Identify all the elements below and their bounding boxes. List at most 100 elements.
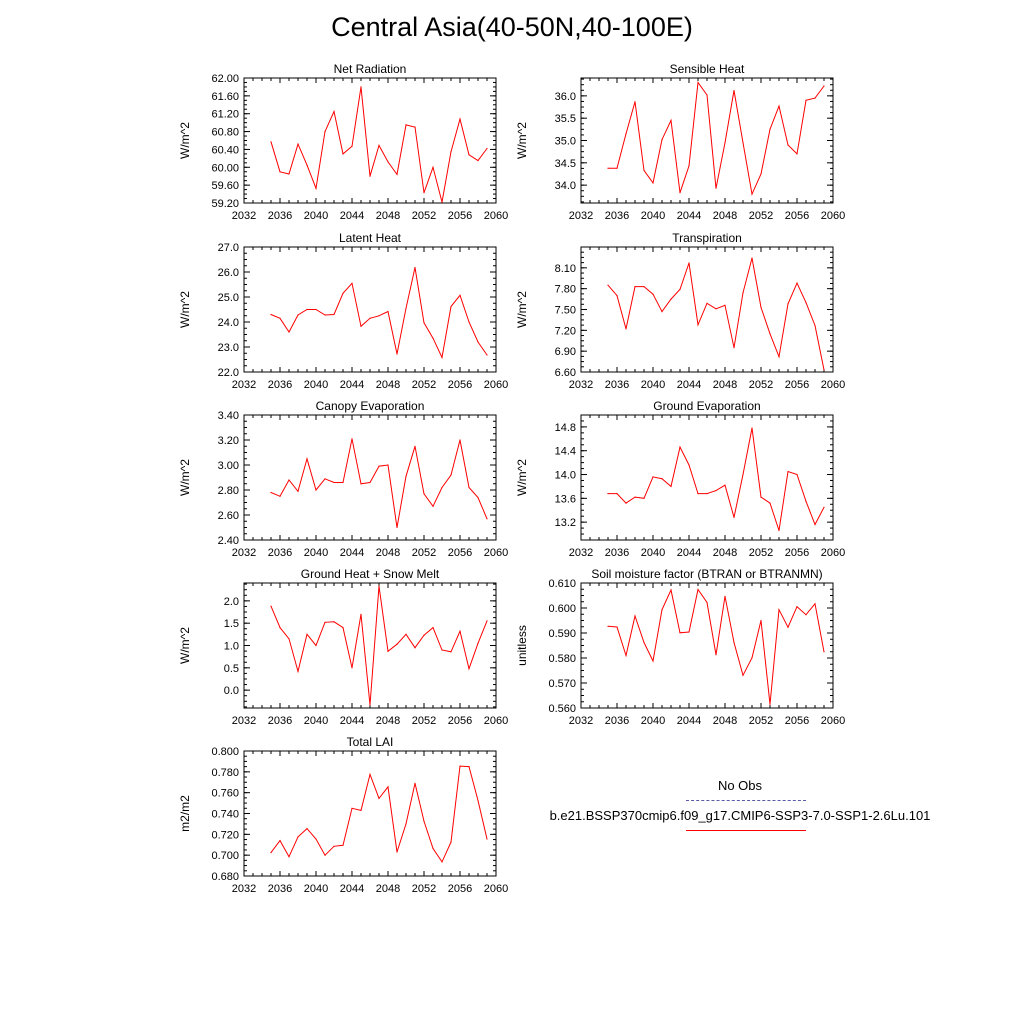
plot-frame [243,414,497,541]
data-point [688,165,690,167]
y-tick-label: 25.0 [218,292,239,304]
y-axis-label: W/m^2 [178,459,192,496]
x-tick-label: 2056 [785,379,809,391]
x-tick-label: 2036 [268,883,292,895]
data-point [733,347,735,349]
y-axis-label: W/m^2 [178,627,192,664]
data-point [751,257,753,259]
x-tick-label: 2040 [304,379,328,391]
chart-soil-moisture-factor-btran-or-btranmn: Soil moisture factor (BTRAN or BTRANMN) u… [515,567,845,727]
chart-sensible-heat: Sensible Heat W/m^2 2032 2036 2040 2044 2048 20… [515,62,845,222]
data-point [796,153,798,155]
x-tick-label: 2048 [376,379,400,391]
data-point [306,828,308,830]
data-point [342,481,344,484]
data-point [477,160,479,162]
y-tick-label: 60.80 [211,127,239,139]
data-point [607,284,609,286]
y-tick-label: 0.570 [548,678,576,690]
data-point [733,641,735,644]
y-axis-label: W/m^2 [178,122,192,159]
data-point [661,609,663,611]
data-point [477,341,479,343]
data-point [616,295,618,297]
chart-title: Sensible Heat [670,62,745,76]
x-tick-label: 2052 [412,715,436,727]
y-tick-label: 3.40 [218,410,239,422]
data-point [342,292,344,294]
data-point [679,288,681,290]
data-point [616,167,618,169]
data-point [315,838,317,840]
data-point [468,766,470,768]
data-point [643,641,645,644]
data-point [405,823,407,825]
data-point [751,193,753,195]
x-tick-label: 2044 [340,547,364,559]
x-tick-label: 2044 [340,210,364,222]
data-point [733,516,735,519]
data-point [805,614,807,616]
data-point [652,476,654,478]
x-tick-label: 2048 [376,883,400,895]
x-tick-label: 2056 [448,547,472,559]
data-point [823,651,825,653]
data-point [814,603,816,605]
data-point [378,144,380,146]
x-tick-label: 2048 [376,210,400,222]
data-point [432,627,434,629]
plot-frame [580,414,834,541]
data-point [468,321,470,323]
y-tick-label: 61.60 [211,91,239,103]
data-point [360,86,362,88]
data-point [396,526,398,529]
data-point [751,657,753,659]
y-tick-label: 34.0 [555,180,576,192]
y-tick-label: 0.760 [211,788,239,800]
data-point [423,493,425,495]
data-point [297,143,299,145]
plot-frame [243,77,497,204]
data-point [679,632,681,634]
y-tick-label: 14.8 [555,422,576,434]
x-tick-label: 2048 [713,547,737,559]
data-point [742,473,744,476]
data-point [351,807,353,809]
x-tick-label: 2052 [749,547,773,559]
data-point [360,809,362,812]
y-tick-label: 59.20 [211,198,239,210]
data-point [670,589,672,591]
x-tick-label: 2036 [268,715,292,727]
data-point [760,496,762,498]
data-point [306,164,308,166]
data-point [270,141,272,143]
y-tick-label: 0.5 [224,663,239,675]
data-point [486,620,488,622]
data-point [652,660,654,662]
x-tick-label: 2032 [569,379,593,391]
data-point [477,642,479,644]
x-tick-label: 2044 [677,379,701,391]
series-line [270,86,488,203]
data-point [414,445,416,447]
y-tick-label: 2.40 [218,535,239,547]
data-point [625,133,627,135]
series-line [608,428,825,531]
data-point [351,667,353,669]
data-point [760,306,762,308]
y-tick-label: 7.80 [555,284,576,296]
data-point [369,704,371,706]
data-point [706,94,708,96]
y-tick-label: 0.560 [548,703,576,715]
data-point [715,308,717,310]
x-tick-label: 2052 [412,883,436,895]
data-point [360,325,362,327]
data-point [387,161,389,163]
data-point [369,481,371,484]
y-tick-label: 3.20 [218,435,239,447]
data-point [486,354,488,356]
data-point [477,799,479,802]
data-point [805,99,807,101]
data-point [270,605,272,607]
